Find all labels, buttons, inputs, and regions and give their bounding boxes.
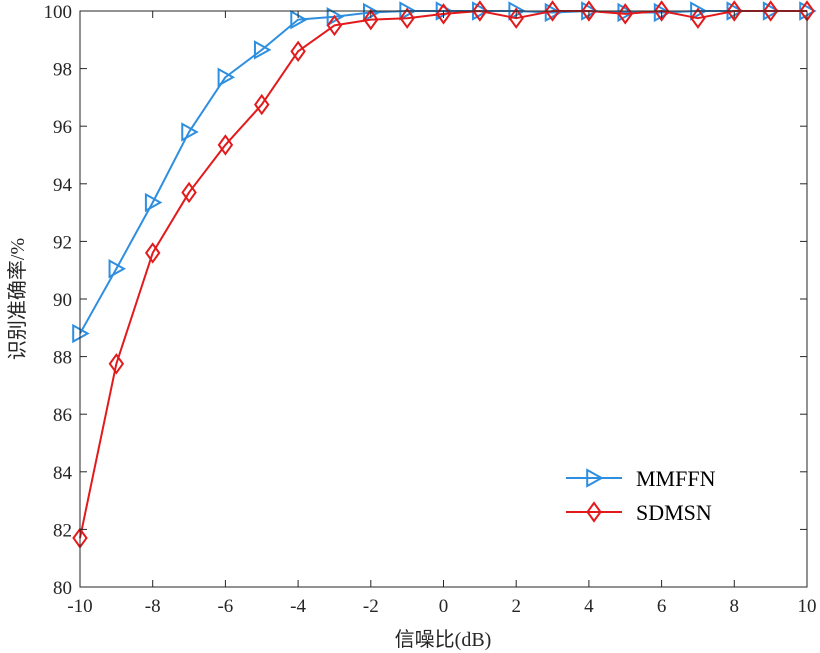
x-tick-label: 0 — [439, 596, 449, 617]
y-tick-label: 92 — [53, 232, 72, 253]
legend-label-mmffn: MMFFN — [636, 466, 716, 491]
legend-label-sdmsn: SDMSN — [636, 500, 712, 525]
x-axis-label: 信噪比(dB) — [395, 628, 492, 651]
y-tick-label: 100 — [44, 2, 73, 23]
plot-area-background — [80, 11, 807, 587]
data-point-sdmsn — [653, 0, 670, 22]
data-point-mmffn — [253, 40, 272, 60]
x-tick-label: -10 — [67, 596, 92, 617]
legend: MMFFN SDMSN — [566, 466, 716, 525]
y-tick-label: 88 — [53, 348, 72, 369]
axes-layer — [79, 10, 808, 588]
y-tick-label: 94 — [53, 175, 73, 196]
data-point-sdmsn — [472, 0, 488, 22]
data-point-mmffn — [181, 122, 199, 142]
data-point-sdmsn — [726, 0, 743, 22]
data-point-sdmsn — [762, 0, 779, 22]
y-tick-label: 80 — [53, 578, 72, 599]
y-tick-labels: 80 82 84 86 88 90 92 94 96 98 100 — [44, 2, 73, 599]
data-point-mmffn — [326, 7, 345, 27]
legend-marker-mmffn — [586, 468, 604, 488]
y-tick-label: 84 — [53, 463, 73, 484]
y-tick-label: 86 — [53, 405, 72, 426]
legend-marker-sdmsn — [586, 501, 602, 523]
data-point-mmffn — [108, 259, 127, 279]
data-point-sdmsn — [144, 242, 161, 264]
data-point-sdmsn — [581, 0, 597, 22]
data-point-mmffn — [144, 192, 163, 213]
data-point-sdmsn — [508, 7, 524, 29]
x-tick-label: 10 — [798, 596, 817, 617]
x-tick-label: -8 — [145, 596, 161, 617]
x-tick-label: 6 — [657, 596, 667, 617]
y-tick-label: 82 — [53, 520, 72, 541]
x-tick-label: -2 — [363, 596, 379, 617]
data-point-sdmsn — [326, 14, 343, 37]
data-point-mmffn — [217, 67, 236, 87]
data-point-sdmsn — [399, 7, 415, 29]
data-point-sdmsn — [544, 0, 561, 22]
data-point-sdmsn — [254, 93, 270, 116]
data-point-sdmsn — [363, 8, 379, 31]
data-point-sdmsn — [217, 134, 234, 156]
x-tick-label: 2 — [511, 596, 521, 617]
y-axis-label: 识别准确率/% — [6, 238, 29, 360]
data-point-sdmsn — [181, 181, 197, 204]
data-point-sdmsn — [108, 353, 125, 375]
x-tick-label: 4 — [584, 596, 594, 617]
x-tick-label: -6 — [217, 596, 233, 617]
data-point-sdmsn — [290, 40, 306, 63]
x-tick-label: 8 — [730, 596, 740, 617]
y-tick-label: 90 — [53, 290, 72, 311]
x-tick-label: -4 — [290, 596, 306, 617]
data-point-sdmsn — [690, 7, 706, 29]
x-tick-labels: -10 -8 -6 -4 -2 0 2 4 6 8 10 — [67, 596, 816, 617]
y-tick-label: 96 — [53, 117, 72, 138]
y-tick-label: 98 — [53, 60, 72, 81]
